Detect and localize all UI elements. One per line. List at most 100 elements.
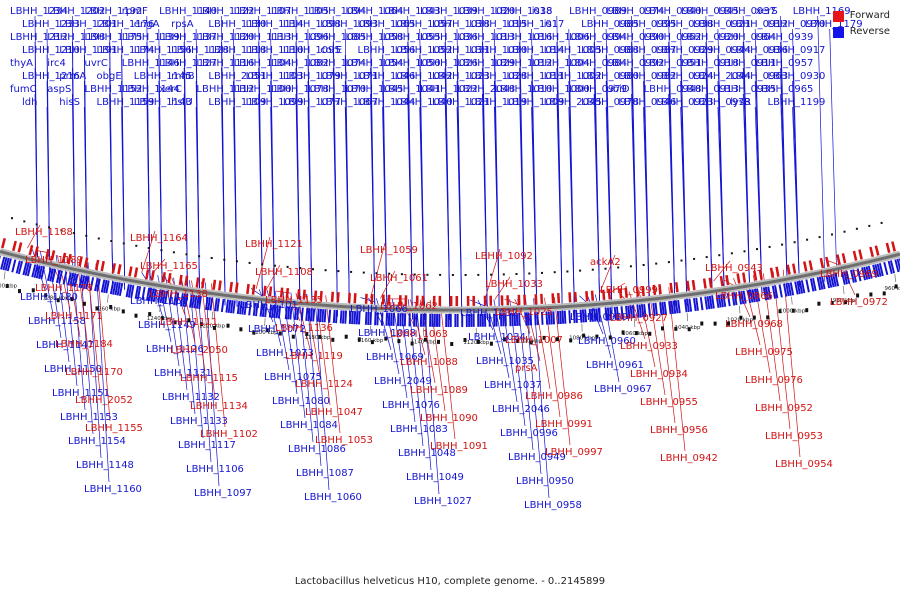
label-connector bbox=[183, 93, 188, 301]
feature-mark bbox=[291, 334, 295, 339]
reverse-gene-label: LBHH_1198 bbox=[47, 32, 105, 43]
reverse-gene-label: LBHH_1132 bbox=[162, 392, 220, 403]
reverse-gene-label: LBHH_0973 bbox=[693, 97, 751, 108]
reverse-gene bbox=[809, 278, 815, 292]
forward-gene bbox=[246, 283, 250, 295]
reverse-gene bbox=[241, 301, 245, 315]
tick-label: 1180 kbp bbox=[304, 335, 330, 341]
reverse-gene-label: LBHH_1045 bbox=[346, 84, 404, 95]
forward-gene bbox=[415, 295, 419, 306]
reverse-gene bbox=[209, 297, 214, 311]
reverse-gene bbox=[38, 265, 43, 279]
reverse-gene-label: LBHH_1079 bbox=[283, 71, 341, 82]
reverse-gene bbox=[561, 310, 565, 324]
reverse-gene-label: LBHH_0994 bbox=[569, 32, 627, 43]
feature-mark bbox=[362, 271, 365, 274]
reverse-gene-label: LBHH_1030 bbox=[469, 45, 527, 56]
reverse-gene-label: LBHH_1094 bbox=[308, 6, 366, 17]
reverse-gene-label: LBHH_1069 bbox=[366, 352, 424, 363]
forward-gene bbox=[455, 296, 459, 306]
forward-gene bbox=[167, 273, 172, 284]
feature-mark bbox=[160, 249, 163, 252]
reverse-gene-label: LBHH_0980 bbox=[581, 71, 639, 82]
reverse-gene bbox=[239, 301, 243, 315]
reverse-gene bbox=[579, 309, 583, 323]
feature-mark bbox=[331, 337, 335, 342]
reverse-gene bbox=[125, 284, 130, 298]
forward-gene-label: LBHH_1092 bbox=[475, 251, 533, 262]
reverse-gene-label: prmA bbox=[59, 71, 86, 82]
reverse-gene bbox=[568, 310, 571, 324]
forward-gene-label: LBHH_0969 bbox=[820, 269, 878, 280]
reverse-gene-label: LBHH_1107 bbox=[234, 6, 292, 17]
feature-mark bbox=[489, 341, 493, 346]
label-connector bbox=[705, 93, 713, 302]
label-connector bbox=[197, 281, 212, 463]
forward-gene bbox=[67, 253, 72, 265]
reverse-gene bbox=[545, 311, 549, 325]
feature-mark bbox=[187, 318, 191, 323]
reverse-gene-label: irc4 bbox=[47, 58, 66, 69]
reverse-gene bbox=[134, 285, 139, 299]
reverse-gene bbox=[78, 274, 83, 288]
label-connector bbox=[141, 230, 156, 273]
reverse-gene-label: LBHH_1143 bbox=[134, 97, 192, 108]
reverse-gene bbox=[422, 313, 425, 327]
gene-features bbox=[0, 217, 900, 346]
reverse-gene-label: aspS bbox=[47, 84, 71, 95]
feature-mark bbox=[370, 340, 374, 345]
reverse-gene-label: LBHH_1100 bbox=[234, 84, 292, 95]
feature-mark bbox=[844, 300, 847, 305]
forward-gene-label: LBHH_0986 bbox=[525, 391, 583, 402]
reverse-gene bbox=[312, 308, 316, 322]
gene-labels: LBHH_1234 LBHH_1233 LBHH_1212 LBHH_1210 thyA… bbox=[10, 6, 888, 511]
position-ticks: 1300 kbp 1280 kbp 1260 kbp 1240 kbp 1220 kbp… bbox=[0, 271, 900, 346]
reverse-gene-label: LBHH_0970 bbox=[768, 19, 826, 30]
reverse-gene bbox=[85, 276, 90, 290]
reverse-gene bbox=[73, 273, 79, 287]
forward-gene-label: LBHH_0954 bbox=[775, 459, 833, 470]
forward-gene-label: LBHH_0966 bbox=[715, 291, 773, 302]
reverse-gene bbox=[296, 307, 300, 321]
forward-gene bbox=[534, 294, 538, 305]
feature-mark bbox=[515, 273, 518, 275]
reverse-gene bbox=[438, 313, 441, 327]
reverse-gene bbox=[751, 289, 756, 303]
tick-label: 1080 kbp bbox=[569, 336, 595, 342]
tick-label: 1120 kbp bbox=[463, 340, 489, 346]
reverse-gene-label: LBHH_1040 bbox=[395, 97, 453, 108]
label-connector bbox=[270, 106, 275, 312]
forward-gene bbox=[489, 295, 493, 306]
forward-swatch bbox=[832, 10, 844, 22]
reverse-gene bbox=[415, 313, 418, 327]
reverse-gene bbox=[2, 257, 8, 271]
reverse-gene bbox=[175, 292, 180, 306]
forward-gene bbox=[279, 287, 284, 298]
feature-mark bbox=[868, 224, 871, 227]
label-connector bbox=[415, 299, 432, 471]
forward-gene-label: LBHH_0975 bbox=[735, 347, 793, 358]
label-connector bbox=[265, 264, 281, 291]
label-connector bbox=[519, 93, 526, 319]
reverse-gene bbox=[449, 314, 452, 327]
forward-gene bbox=[268, 286, 273, 297]
reverse-gene bbox=[502, 313, 505, 327]
reverse-gene bbox=[477, 313, 480, 327]
reverse-gene bbox=[369, 312, 372, 326]
forward-gene bbox=[398, 295, 402, 306]
forward-gene bbox=[808, 260, 813, 271]
forward-gene-label: LBHH_1134 bbox=[190, 401, 248, 412]
feature-mark bbox=[60, 229, 63, 232]
forward-gene bbox=[652, 284, 657, 295]
forward-gene bbox=[353, 293, 357, 304]
label-connector bbox=[71, 258, 86, 411]
reverse-gene-label: LBHH_1042 bbox=[395, 71, 453, 82]
reverse-gene bbox=[488, 313, 491, 327]
feature-mark bbox=[843, 230, 846, 233]
feature-mark bbox=[781, 243, 784, 246]
feature-mark bbox=[477, 273, 480, 276]
reverse-gene-label: is1 bbox=[544, 19, 558, 30]
reverse-gene bbox=[715, 294, 720, 308]
forward-gene-label: LBHH_0953 bbox=[765, 431, 823, 442]
reverse-gene bbox=[424, 313, 427, 327]
